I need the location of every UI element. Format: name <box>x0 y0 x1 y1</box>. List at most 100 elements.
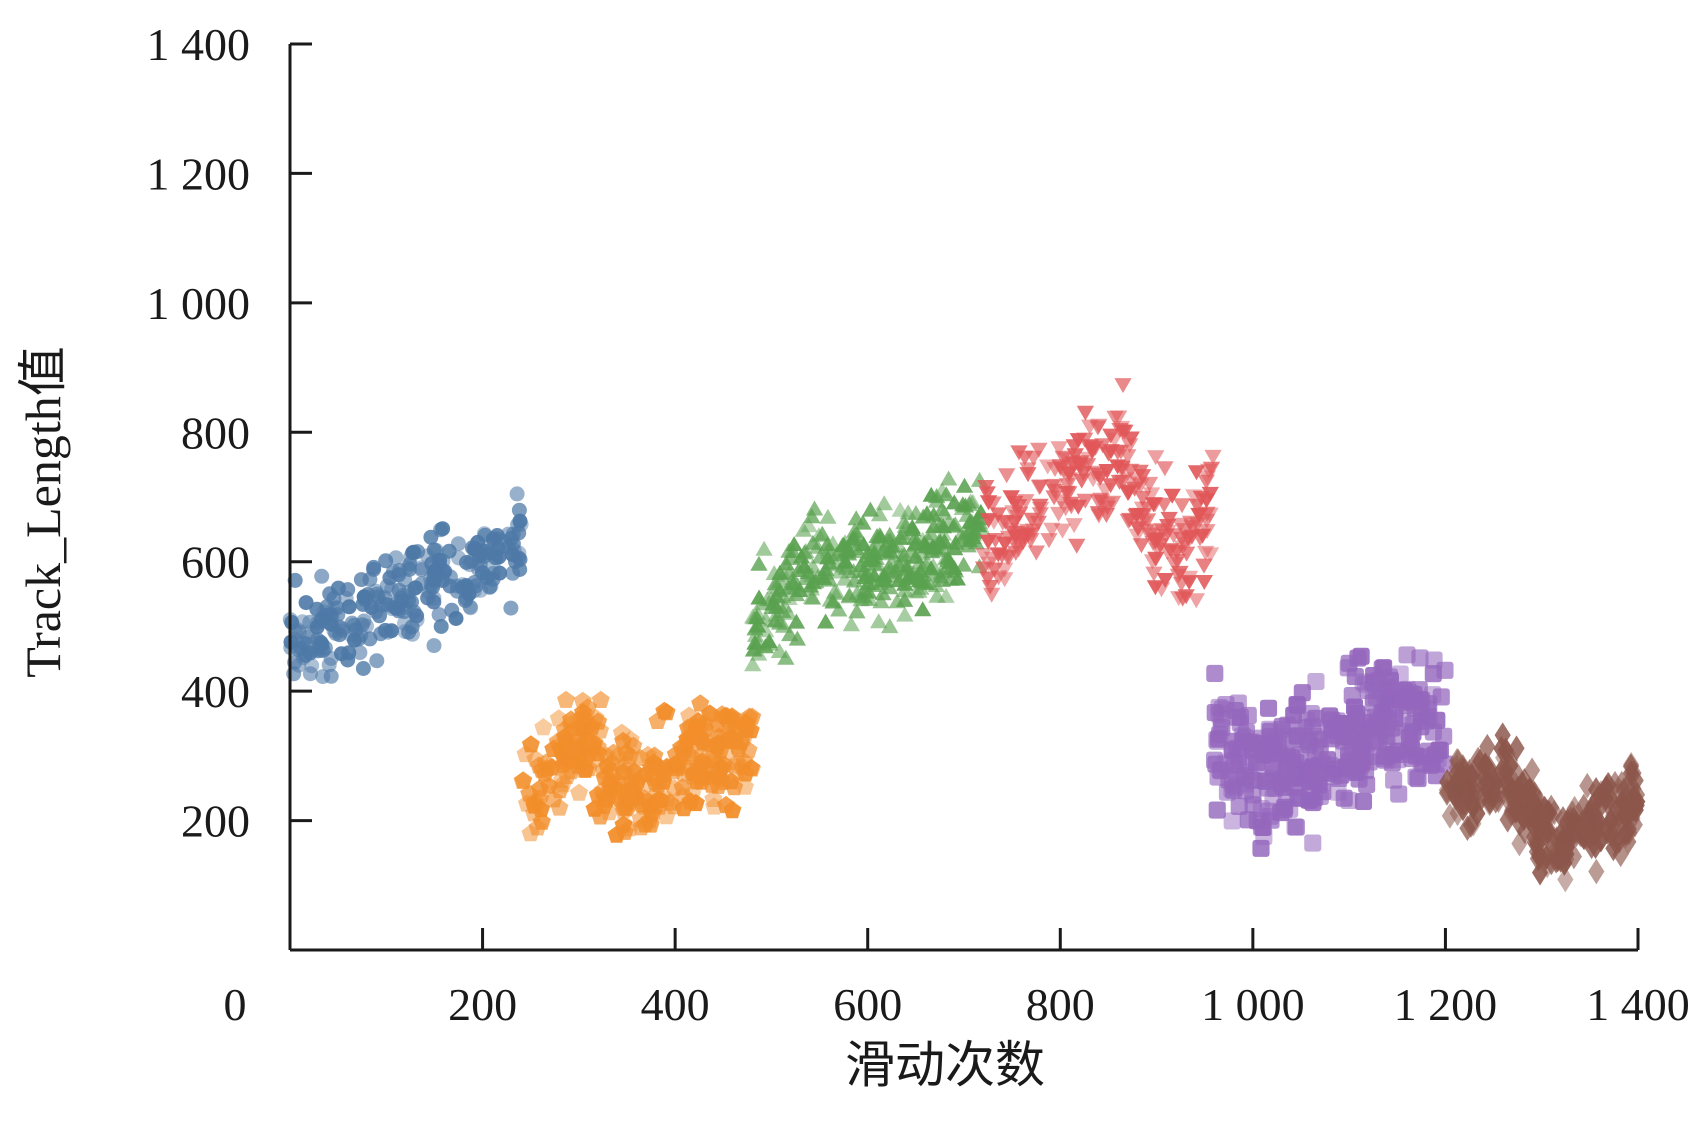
data-point <box>1525 806 1542 832</box>
data-point <box>1172 576 1191 592</box>
data-point <box>779 604 798 620</box>
data-point <box>1165 557 1184 573</box>
data-point <box>937 587 955 603</box>
data-point <box>986 533 1004 548</box>
data-point <box>874 585 892 601</box>
data-point <box>998 550 1016 565</box>
data-point <box>1177 589 1195 605</box>
data-point <box>1050 441 1068 457</box>
data-point <box>1144 497 1163 513</box>
data-point <box>1114 378 1132 394</box>
data-point <box>1470 746 1487 773</box>
data-point <box>1258 769 1276 787</box>
data-point <box>1128 528 1146 544</box>
data-point <box>936 504 954 520</box>
x-tick-label: 200 <box>448 979 517 1030</box>
data-point <box>1343 686 1361 705</box>
data-point <box>733 757 752 775</box>
data-point <box>423 529 439 545</box>
data-point <box>1307 709 1325 727</box>
x-tick-label: 1 000 <box>1201 979 1305 1030</box>
data-point <box>463 600 479 616</box>
data-point <box>1024 450 1043 466</box>
data-point <box>946 540 964 556</box>
data-point <box>1069 433 1088 449</box>
data-point <box>435 521 451 537</box>
data-point <box>1113 463 1131 479</box>
data-point <box>366 559 382 575</box>
data-point <box>462 557 478 573</box>
data-point <box>624 736 643 754</box>
y-tick-label: 1 400 <box>147 19 251 70</box>
data-point <box>875 495 893 511</box>
x-tick-label: 400 <box>641 979 710 1030</box>
data-point <box>1566 795 1583 822</box>
data-point <box>1461 759 1478 785</box>
x-axis-title: 滑动次数 <box>845 1037 1045 1093</box>
data-point <box>426 542 442 558</box>
data-point <box>1463 787 1480 813</box>
data-point <box>1134 490 1152 506</box>
data-point <box>488 550 504 566</box>
data-point <box>1619 773 1636 799</box>
data-point <box>1171 565 1189 581</box>
data-point <box>505 565 521 581</box>
data-point <box>794 521 813 537</box>
data-point <box>1187 593 1205 609</box>
data-point <box>1145 566 1163 582</box>
axes <box>288 44 1638 952</box>
series-pentagon <box>513 690 762 843</box>
data-point <box>421 584 437 600</box>
data-point <box>1579 772 1596 799</box>
data-point <box>466 575 482 590</box>
data-point <box>1133 501 1152 517</box>
data-point <box>1546 836 1564 863</box>
data-point <box>1060 486 1078 502</box>
data-point <box>1002 490 1020 506</box>
data-point <box>1122 472 1141 488</box>
data-point <box>870 527 889 543</box>
data-point <box>756 622 775 638</box>
data-point <box>1325 761 1343 779</box>
data-point <box>315 669 331 685</box>
data-point <box>770 614 789 630</box>
data-point <box>1068 538 1086 554</box>
data-point <box>1588 858 1605 885</box>
data-point <box>1084 472 1102 488</box>
data-point <box>870 613 888 629</box>
data-point <box>377 622 393 638</box>
data-point <box>574 703 593 721</box>
data-point <box>1458 768 1476 794</box>
data-point <box>1111 423 1129 438</box>
data-point <box>1030 442 1048 458</box>
data-point <box>1157 528 1175 544</box>
data-point <box>803 508 821 524</box>
data-point <box>973 520 991 536</box>
data-point <box>1097 508 1116 523</box>
data-point <box>1230 797 1248 815</box>
data-point <box>815 570 833 585</box>
data-point <box>374 597 390 613</box>
data-point <box>1286 778 1304 796</box>
data-point <box>1129 521 1147 537</box>
data-point <box>945 494 963 510</box>
data-point <box>693 733 712 751</box>
data-point <box>1072 455 1090 471</box>
data-point <box>1608 794 1625 821</box>
data-point <box>1197 545 1215 561</box>
data-point <box>455 579 470 595</box>
data-point <box>788 630 806 646</box>
data-point <box>1304 834 1322 852</box>
data-point <box>745 609 763 625</box>
data-point <box>906 529 924 545</box>
data-point <box>1611 827 1628 854</box>
data-point <box>1218 783 1236 801</box>
data-point <box>1469 800 1486 827</box>
data-point <box>1208 801 1226 819</box>
y-tick-label: 1 000 <box>147 278 251 329</box>
data-point <box>638 745 657 763</box>
data-point <box>1226 701 1244 720</box>
data-point <box>1407 768 1425 786</box>
data-point <box>1539 818 1556 845</box>
data-point <box>780 590 798 605</box>
